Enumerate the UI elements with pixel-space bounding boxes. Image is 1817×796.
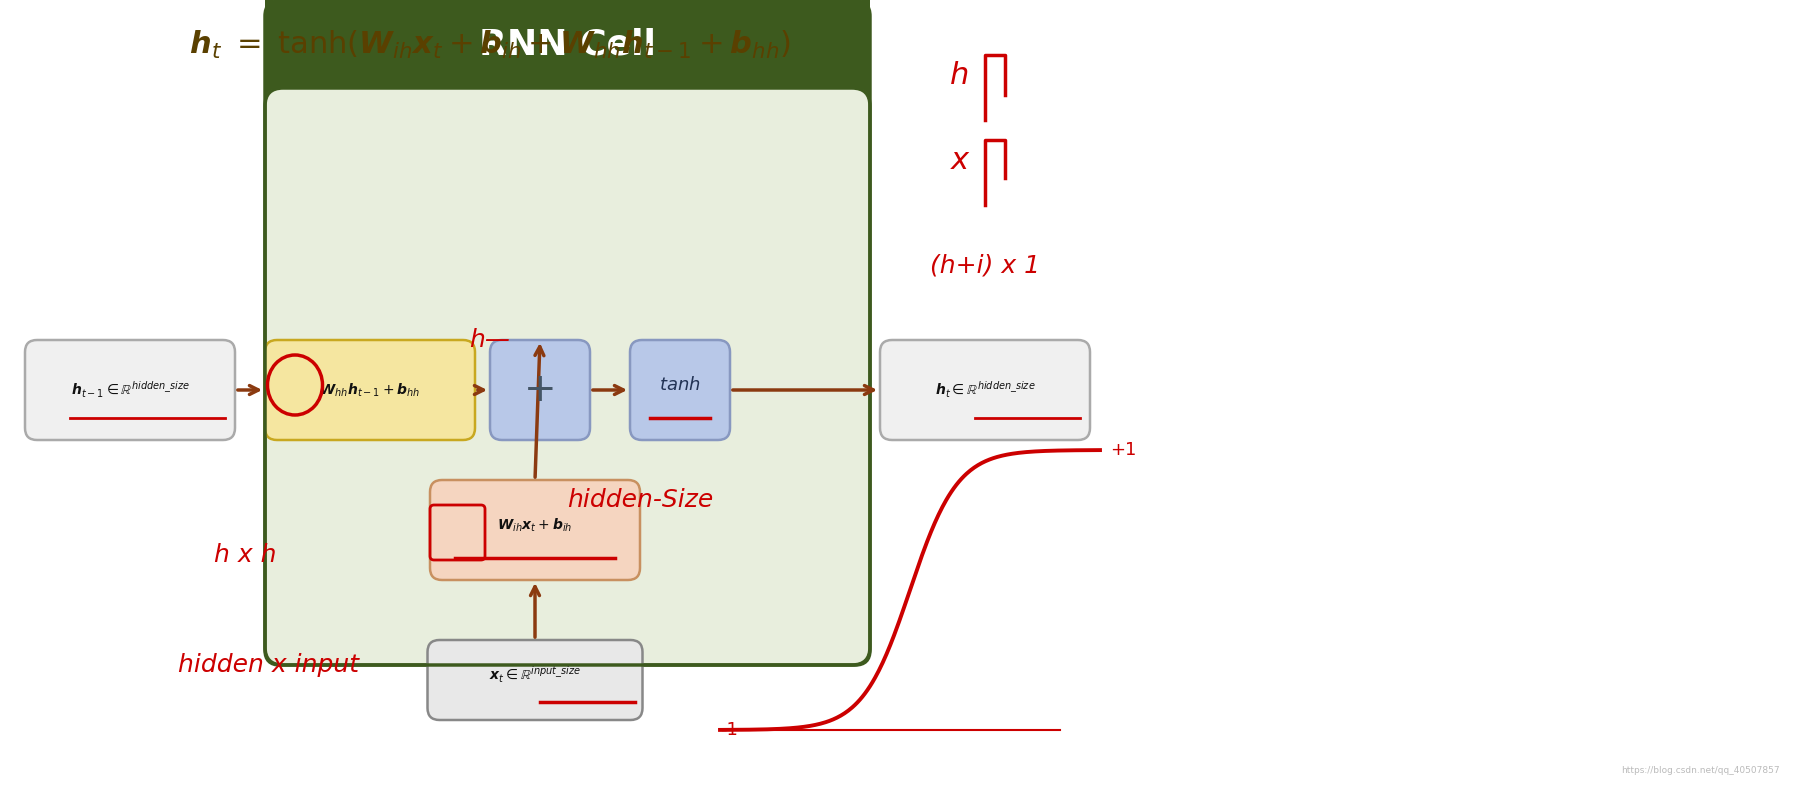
Text: $\boldsymbol{W}_{ih}\boldsymbol{x}_t + \boldsymbol{b}_{ih}$: $\boldsymbol{W}_{ih}\boldsymbol{x}_t + \…: [498, 517, 572, 533]
Text: h—: h—: [469, 328, 511, 352]
Text: https://blog.csdn.net/qq_40507857: https://blog.csdn.net/qq_40507857: [1621, 766, 1781, 775]
Text: hidden-Size: hidden-Size: [567, 488, 712, 512]
FancyBboxPatch shape: [431, 480, 640, 580]
Text: h: h: [950, 60, 970, 89]
Text: (h+i) x 1: (h+i) x 1: [930, 253, 1039, 277]
FancyBboxPatch shape: [879, 340, 1090, 440]
Text: $\mathit{tanh}$: $\mathit{tanh}$: [660, 376, 701, 394]
FancyBboxPatch shape: [265, 1, 870, 665]
Text: $\boldsymbol{h}_t \in \mathbb{R}^{hidden\_size}$: $\boldsymbol{h}_t \in \mathbb{R}^{hidden…: [934, 380, 1036, 400]
Text: hidden x input: hidden x input: [178, 653, 358, 677]
Text: $\boldsymbol{x}_t \in \mathbb{R}^{input\_size}$: $\boldsymbol{x}_t \in \mathbb{R}^{input\…: [489, 665, 581, 685]
FancyBboxPatch shape: [427, 640, 643, 720]
Text: $\boldsymbol{h}_t\ =\ \mathrm{tanh}(\boldsymbol{W}_{ih}\boldsymbol{x}_t + \bolds: $\boldsymbol{h}_t\ =\ \mathrm{tanh}(\bol…: [189, 29, 790, 61]
Text: $\boldsymbol{h}_{t-1} \in \mathbb{R}^{hidden\_size}$: $\boldsymbol{h}_{t-1} \in \mathbb{R}^{hi…: [71, 380, 189, 400]
Text: -1: -1: [720, 721, 738, 739]
FancyBboxPatch shape: [630, 340, 730, 440]
FancyBboxPatch shape: [265, 0, 870, 103]
Text: +: +: [523, 371, 556, 409]
FancyBboxPatch shape: [265, 340, 474, 440]
Text: h x h: h x h: [214, 543, 276, 567]
Text: $\boldsymbol{W}_{hh}\boldsymbol{h}_{t-1} + \boldsymbol{b}_{hh}$: $\boldsymbol{W}_{hh}\boldsymbol{h}_{t-1}…: [320, 381, 420, 399]
Text: +1: +1: [1110, 441, 1136, 459]
FancyBboxPatch shape: [25, 340, 234, 440]
Text: RNN Cell: RNN Cell: [480, 28, 656, 61]
FancyBboxPatch shape: [491, 340, 591, 440]
Text: x: x: [950, 146, 968, 174]
